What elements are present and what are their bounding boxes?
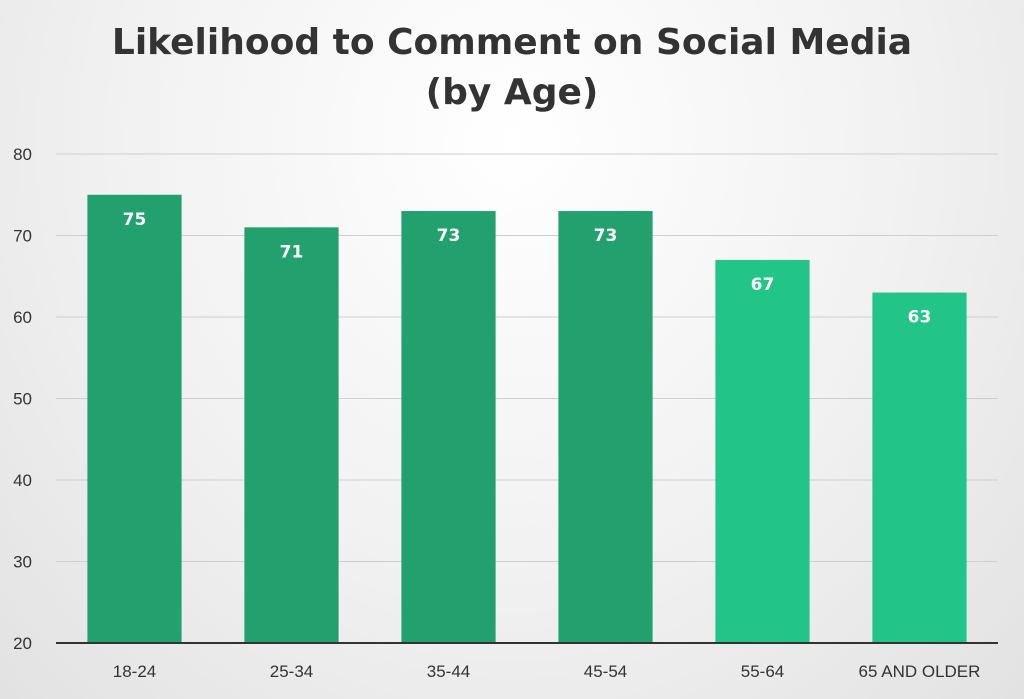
- y-tick-label: 50: [13, 390, 32, 409]
- x-tick-label: 55-64: [741, 662, 784, 681]
- x-tick-label: 18-24: [113, 662, 156, 681]
- bar[interactable]: [244, 227, 339, 643]
- bar[interactable]: [872, 292, 967, 643]
- y-tick-label: 30: [13, 553, 32, 572]
- y-tick-label: 40: [13, 471, 32, 490]
- y-tick-label: 70: [13, 227, 32, 246]
- bar[interactable]: [715, 259, 810, 643]
- data-label: 73: [594, 226, 618, 246]
- bar[interactable]: [87, 194, 182, 643]
- data-label: 73: [437, 226, 461, 246]
- data-label: 75: [123, 210, 147, 230]
- chart-title: Likelihood to Comment on Social Media (b…: [0, 18, 1024, 118]
- bar[interactable]: [558, 211, 653, 644]
- y-tick-label: 60: [13, 308, 32, 327]
- chart-title-line-1: Likelihood to Comment on Social Media: [111, 22, 913, 63]
- x-tick-label: 35-44: [427, 662, 470, 681]
- y-tick-label: 80: [13, 145, 32, 164]
- chart-title-line-2: (by Age): [425, 72, 599, 113]
- x-tick-label: 25-34: [270, 662, 313, 681]
- x-tick-label: 45-54: [584, 662, 627, 681]
- bar[interactable]: [401, 211, 496, 644]
- data-label: 67: [751, 275, 775, 295]
- x-tick-label: 65 AND OLDER: [859, 662, 981, 681]
- data-label: 71: [280, 242, 304, 262]
- y-tick-label: 20: [13, 634, 32, 653]
- data-label: 63: [908, 308, 932, 328]
